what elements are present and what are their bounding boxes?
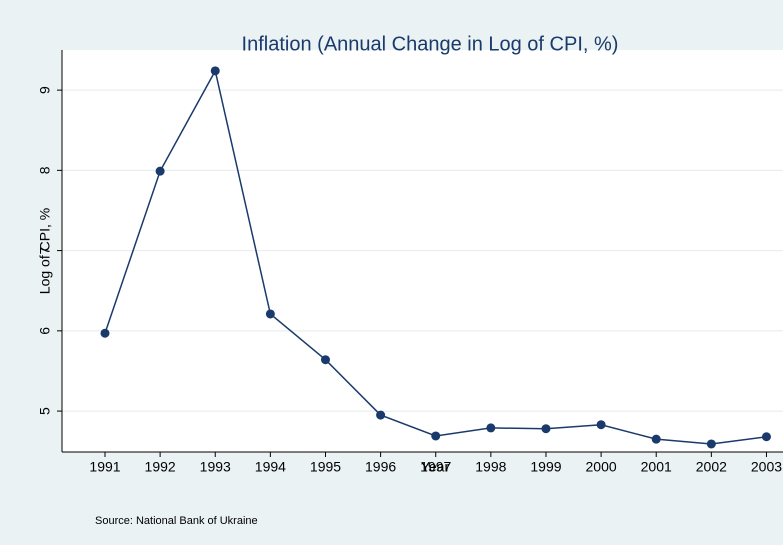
chart-title: Inflation (Annual Change in Log of CPI, … (242, 33, 619, 55)
x-tick-label: 1993 (200, 459, 231, 475)
point (376, 410, 386, 420)
point (651, 434, 661, 444)
point (541, 424, 551, 434)
x-tick-label: 1998 (475, 459, 506, 475)
x-tick-label: 2002 (696, 459, 727, 475)
y-tick-label: 8 (37, 166, 53, 174)
point (486, 423, 496, 433)
point (706, 439, 716, 449)
point (155, 166, 165, 176)
x-tick-label: 2000 (586, 459, 617, 475)
source-note: Source: National Bank of Ukraine (95, 515, 258, 527)
x-tick-label: 1999 (530, 459, 561, 475)
x-tick-label: 1994 (255, 459, 286, 475)
x-tick-label: 2003 (751, 459, 782, 475)
y-tick-label: 7 (37, 246, 53, 254)
x-tick-label: 1991 (89, 459, 120, 475)
y-tick-label: 6 (37, 327, 53, 335)
y-axis-label: Log of CPI, % (37, 208, 53, 294)
point (431, 431, 441, 441)
x-tick-label: 1995 (310, 459, 341, 475)
point (265, 309, 275, 319)
point (210, 66, 220, 76)
x-axis-label: Year (421, 459, 450, 475)
x-tick-label: 1997 (420, 459, 451, 475)
x-tick-label: 1992 (145, 459, 176, 475)
x-tick-label: 2001 (641, 459, 672, 475)
point (761, 432, 771, 442)
point (596, 420, 606, 430)
point (100, 328, 110, 338)
x-tick-label: 1996 (365, 459, 396, 475)
y-tick-label: 5 (37, 407, 53, 415)
y-tick-label: 9 (37, 86, 53, 94)
point (320, 355, 330, 365)
